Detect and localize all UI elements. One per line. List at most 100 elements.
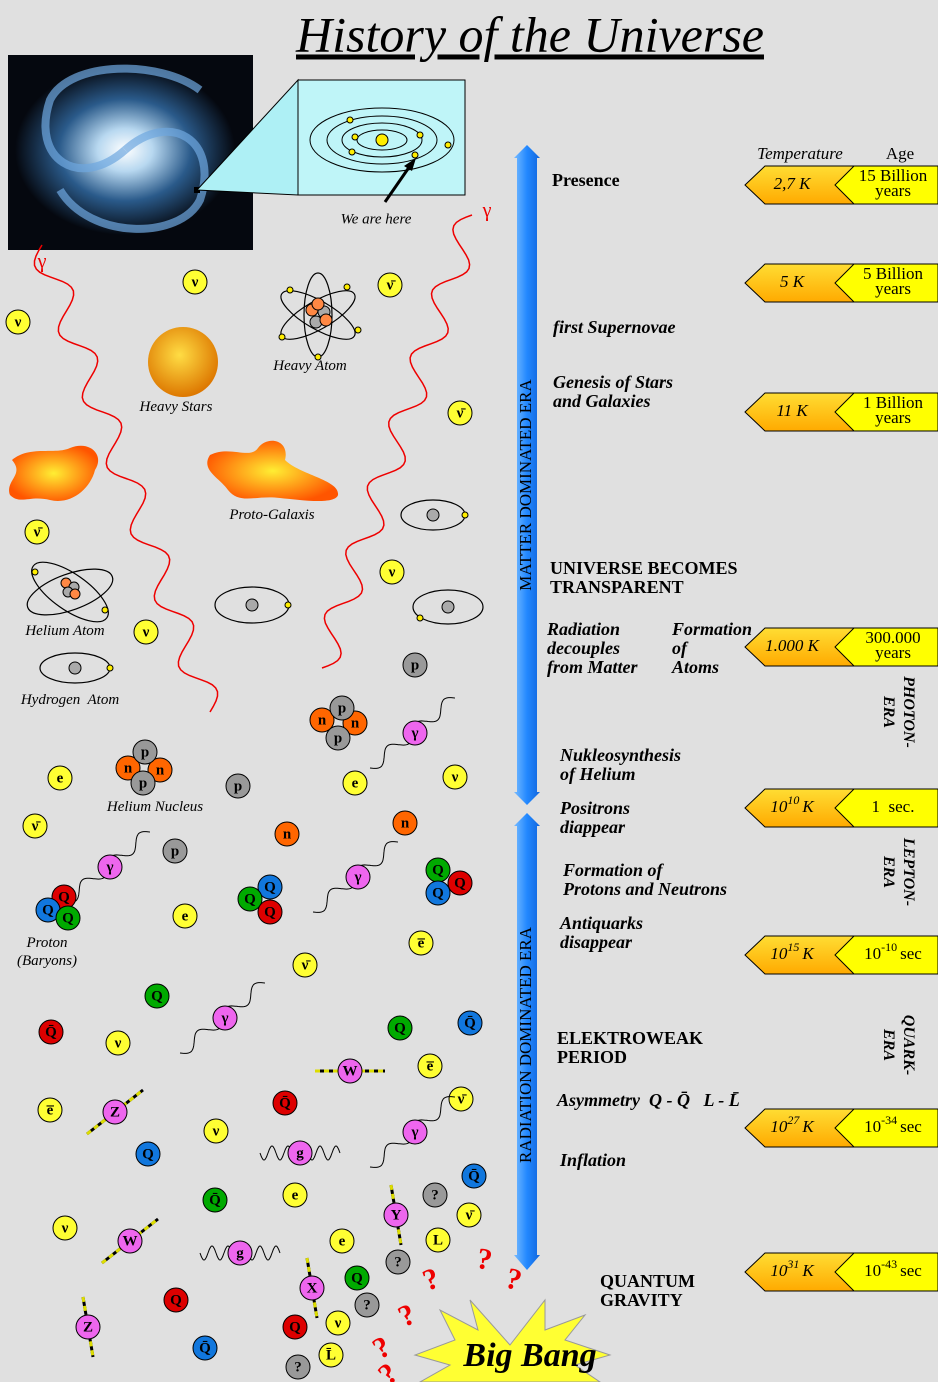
event-label-line: Atoms	[671, 657, 719, 677]
event-label: UNIVERSE BECOMESTRANSPARENT	[550, 558, 738, 597]
event-label: Presence	[552, 170, 620, 190]
object-caption: Hydrogen Atom	[20, 692, 119, 708]
event-label-line: Radiation	[546, 619, 620, 639]
tag-main: 5 K	[780, 272, 806, 291]
particle-label: ?	[363, 1297, 371, 1313]
tag-main: 10	[770, 1261, 788, 1280]
event-label-line: GRAVITY	[600, 1290, 683, 1310]
particle-label: Q̄	[209, 1192, 221, 1208]
particle-label: L̄	[326, 1347, 336, 1363]
event-label-line: PERIOD	[557, 1047, 627, 1067]
particle-label: Q̄	[468, 1168, 480, 1184]
particle-label: p	[338, 700, 346, 716]
sub-era-label-line: ERA	[880, 1028, 897, 1061]
tag-sup: 27	[787, 1113, 800, 1127]
sun	[376, 134, 388, 146]
tag-main: 10	[864, 944, 881, 963]
object-caption-line: Heavy Stars	[139, 399, 213, 415]
particle-label: Q	[289, 1319, 301, 1335]
particle-label: Q	[42, 902, 54, 918]
sub-era-label-line: ERA	[880, 695, 897, 728]
era-label: RADIATION DOMINATED ERA	[516, 926, 535, 1163]
particle-label: ?	[394, 1254, 402, 1270]
event-label-line: of Helium	[560, 764, 636, 784]
tag-main: 10	[864, 1117, 881, 1136]
particle-label: Q	[62, 910, 74, 926]
event-label-line: TRANSPARENT	[550, 577, 684, 597]
tag-main: 10	[770, 797, 788, 816]
tag-main: 2,7 K	[774, 174, 813, 193]
particle-label: γ	[410, 1124, 418, 1140]
tag-line2: years	[875, 181, 911, 200]
particle-label: ν	[114, 1035, 122, 1051]
event-label-line: Formation of	[562, 860, 665, 880]
event-label: Radiationdecouplesfrom Matter	[546, 619, 638, 677]
particle-label: Q̄	[45, 1024, 57, 1040]
particle-label: Z	[83, 1319, 93, 1335]
particle-label: e	[292, 1187, 299, 1203]
particle-label: γ	[105, 859, 113, 875]
sub-era-label: PHOTON-ERA	[880, 675, 917, 748]
particle-label: e̅	[426, 1058, 434, 1074]
temperature-header: Temperature	[757, 144, 843, 163]
event-label-line: Genesis of Stars	[553, 372, 673, 392]
tag-after: K	[801, 1117, 815, 1136]
event-label-line: UNIVERSE BECOMES	[550, 558, 738, 578]
event-label: Inflation	[559, 1150, 626, 1170]
title: History of the Universe	[295, 6, 764, 62]
tag-main: 11 K	[776, 401, 809, 420]
particle-label: ν	[142, 624, 150, 640]
particle-label: ?	[294, 1359, 302, 1375]
particle-label: n	[156, 762, 165, 778]
tag-text: 1.000 K	[765, 636, 821, 655]
tag-main: 10	[770, 1117, 788, 1136]
tag-after: sec	[900, 944, 922, 963]
event-label-line: Positrons	[559, 798, 630, 818]
particle-label: X	[307, 1280, 318, 1296]
event-label-line: Antiquarks	[559, 913, 643, 933]
universe-diagram: History of the Universe We are here γγHe…	[0, 0, 938, 1382]
particle-label: g	[236, 1245, 244, 1261]
tag-sup: -34	[881, 1113, 897, 1127]
event-label-line: Inflation	[559, 1150, 626, 1170]
object-caption-line: Hydrogen Atom	[20, 692, 119, 708]
particle-label: n	[351, 715, 360, 731]
particle-label: n	[124, 760, 133, 776]
event-label-line: Formation	[671, 619, 752, 639]
particle-label: p	[234, 778, 242, 794]
proto-galaxy	[207, 441, 338, 501]
tag-main: 10	[770, 944, 788, 963]
particle-label: Q	[142, 1146, 154, 1162]
object-caption: Helium Atom	[24, 623, 104, 639]
particle-label: n	[318, 712, 327, 728]
particle-label: ν	[191, 274, 199, 290]
tag-line2: years	[875, 408, 911, 427]
sub-era-label: LEPTON-ERA	[880, 837, 917, 906]
tag-text: 11 K	[776, 401, 809, 420]
particle-label: Q̄	[199, 1340, 211, 1356]
particle-label: e̅	[417, 935, 425, 951]
age-header: Age	[886, 144, 914, 163]
tag-after: sec	[900, 1261, 922, 1280]
particle-label: ν	[212, 1123, 220, 1139]
tag-after: K	[801, 1261, 815, 1280]
big-bang-label: Big Bang	[462, 1337, 596, 1374]
particle-label: n	[283, 826, 292, 842]
particle-label: g	[296, 1145, 304, 1161]
tag-sup: 31	[786, 1257, 799, 1271]
event-label-line: disappear	[560, 932, 633, 952]
tag-sup: -10	[881, 940, 897, 954]
particle-label: Q	[432, 885, 444, 901]
tag-after: K	[801, 944, 815, 963]
object-caption-line: Helium Nucleus	[106, 799, 203, 815]
event-label-line: Presence	[552, 170, 620, 190]
sub-era-label-line: QUARK-	[900, 1015, 917, 1075]
particle-label: ν	[451, 769, 459, 785]
event-label-line: from Matter	[547, 657, 638, 677]
tag-text: 2,7 K	[774, 174, 813, 193]
particle-label: Q	[454, 875, 466, 891]
